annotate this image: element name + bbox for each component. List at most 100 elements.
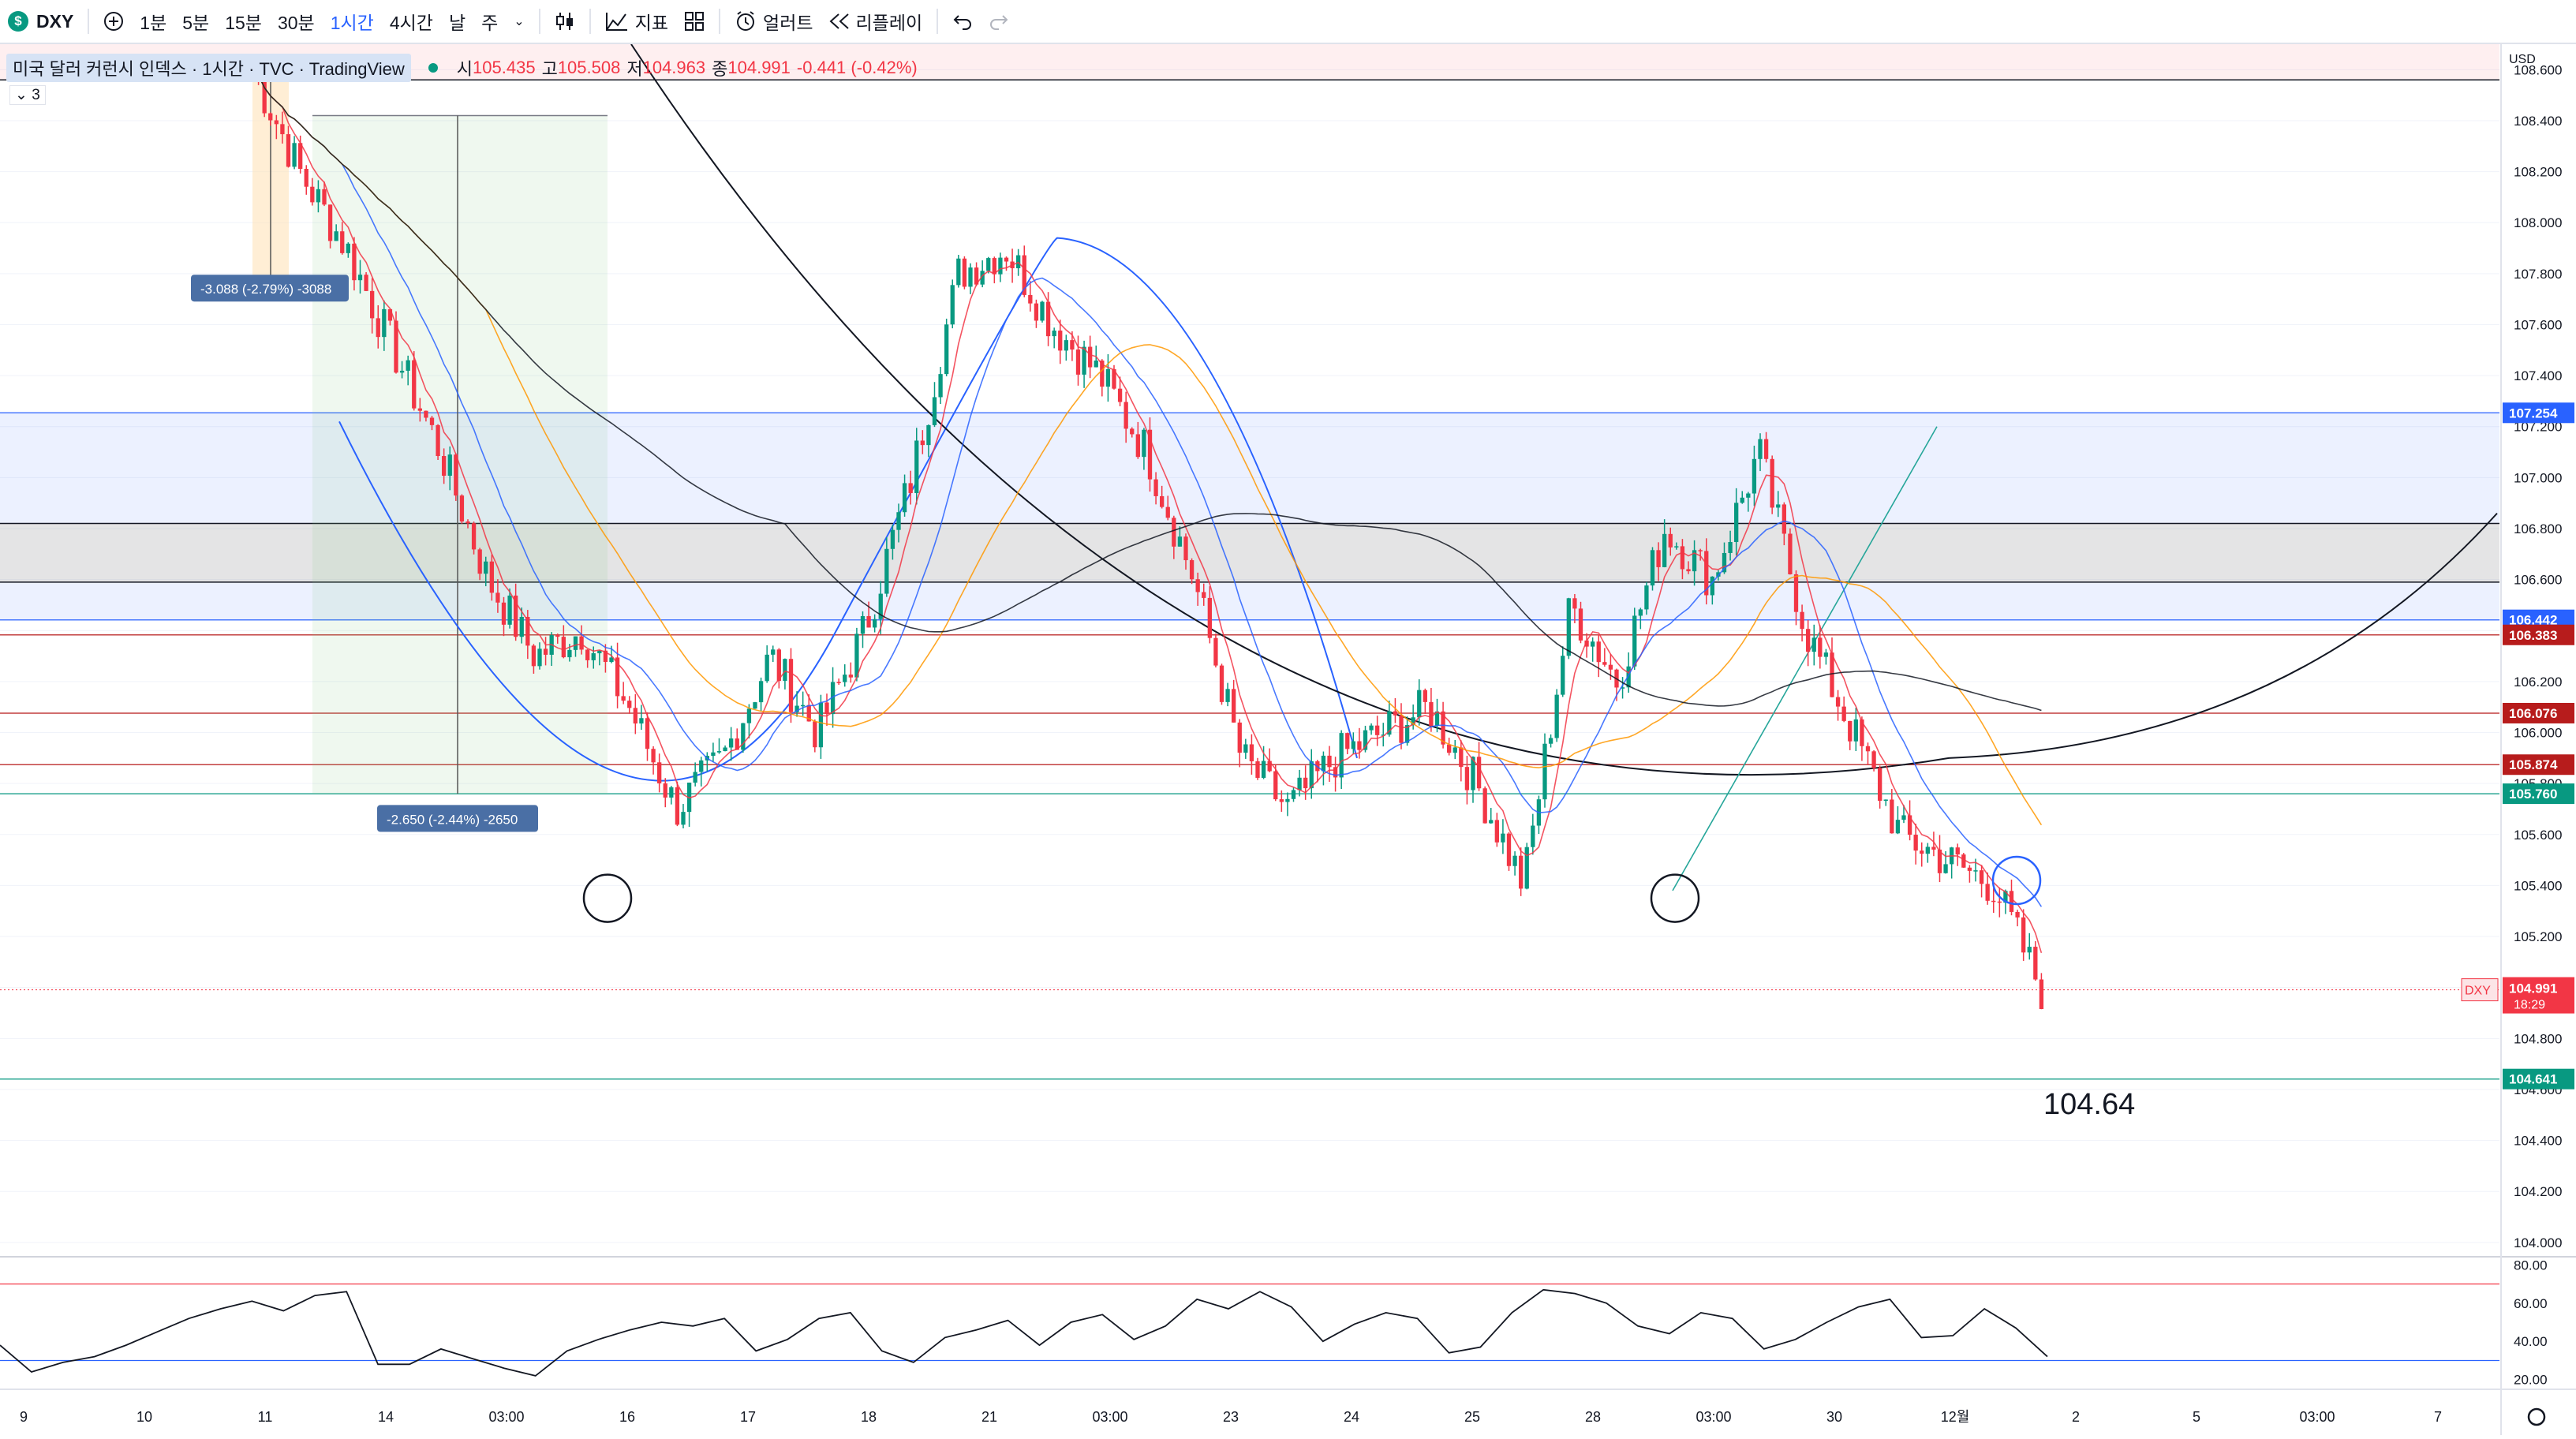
candle-body (477, 549, 482, 574)
candle-body (465, 521, 470, 524)
candle-body (1878, 768, 1882, 802)
interval-dropdown[interactable]: ⌄ (506, 0, 532, 43)
y-tick-label: 108.000 (2514, 215, 2562, 230)
symbol-search[interactable]: $ DXY (0, 0, 81, 43)
candle-body (729, 738, 734, 748)
measure-box-green (312, 115, 608, 794)
candle-body (1064, 340, 1068, 351)
interval-1h[interactable]: 1시간 (330, 13, 374, 33)
candle-body (1207, 597, 1212, 638)
indicators-button[interactable]: 지표 (597, 0, 676, 43)
replay-button[interactable]: 리플레이 (821, 0, 931, 43)
x-tick-label: 03:00 (488, 1409, 524, 1425)
candle-body (1225, 689, 1230, 702)
chevron-down-icon: ⌄ (514, 15, 525, 28)
legend-high: 105.508 (557, 58, 621, 77)
toolbar-divider (88, 9, 90, 34)
candle-body (723, 747, 727, 752)
candle-body (1303, 777, 1308, 789)
layout-button[interactable] (676, 0, 712, 43)
redo-icon (990, 15, 1008, 30)
candle-body (1100, 361, 1105, 387)
candle-body (1369, 725, 1374, 731)
interval-15m[interactable]: 15분 (225, 13, 262, 33)
candle-body (758, 681, 764, 703)
candle-body (286, 134, 291, 167)
candle-body (1237, 722, 1242, 753)
level-price-label: 106.383 (2509, 628, 2557, 643)
trend-line (1672, 426, 1938, 891)
indicator-collapse-toggle[interactable]: ⌄ 3 (9, 85, 46, 105)
candle-body (980, 271, 985, 285)
candle-body (447, 454, 452, 477)
candle-body (1943, 864, 1948, 873)
candle-body (1297, 777, 1302, 791)
candle-body (1327, 755, 1332, 768)
legend-low: 104.963 (642, 58, 706, 77)
candle-body (932, 397, 937, 425)
candle-body (675, 787, 680, 825)
candle-body (603, 650, 608, 663)
candle-body (645, 718, 650, 749)
interval-day[interactable]: 날 (448, 13, 466, 33)
add-symbol-button[interactable] (95, 0, 132, 43)
y-tick-label: 107.800 (2514, 267, 2562, 282)
interval-30m[interactable]: 30분 (277, 13, 315, 33)
legend-title[interactable]: 미국 달러 커런시 인덱스 · 1시간 · TVC · TradingView (6, 54, 411, 82)
x-tick-label: 10 (136, 1409, 152, 1425)
candle-body (1788, 533, 1793, 574)
redo-button[interactable] (981, 0, 1017, 43)
candle-body (813, 721, 817, 748)
measure-label: -2.650 (-2.44%) -2650 (387, 812, 518, 827)
level-price-label: 106.076 (2509, 706, 2557, 721)
candle-body (615, 657, 620, 697)
candle-body (2027, 947, 2032, 953)
alerts-button[interactable]: 얼러트 (727, 0, 821, 43)
candle-body (1213, 637, 1218, 666)
indicator-count: 3 (32, 87, 40, 103)
candle-body (1668, 533, 1673, 548)
toolbar-divider (538, 9, 540, 34)
measure-label-bg (377, 805, 538, 832)
candle-body (938, 374, 943, 398)
x-tick-label: 24 (1344, 1409, 1359, 1425)
candle-body (1464, 767, 1470, 791)
candle-body (1088, 346, 1093, 368)
candle-body (1417, 690, 1422, 718)
interval-week[interactable]: 주 (481, 13, 499, 33)
candle-body (1082, 346, 1086, 375)
candle-body (1142, 429, 1146, 458)
candle-body (1865, 746, 1871, 752)
candle-body (657, 762, 662, 783)
candle-body (1853, 719, 1858, 742)
legend-close-label: 종 (712, 59, 728, 79)
x-tick-label: 5 (2193, 1409, 2200, 1425)
candle-body (896, 512, 901, 530)
candle-body (1105, 368, 1111, 387)
interval-1m[interactable]: 1분 (140, 13, 167, 33)
y-tick-label: 107.400 (2514, 368, 2562, 383)
toolbar-divider (719, 9, 721, 34)
chart-area[interactable]: -3.088 (-2.79%) -3088 -2.650 (-2.44%) -26… (0, 43, 2576, 1435)
current-price-label: 104.991 (2509, 981, 2557, 996)
candle-body (1913, 835, 1918, 851)
settings-gear-icon[interactable] (2527, 1407, 2546, 1426)
candle-body (1357, 741, 1362, 750)
undo-button[interactable] (944, 0, 981, 43)
candle-body (1584, 640, 1589, 647)
legend-open-label: 시 (456, 59, 473, 79)
candle-body (1548, 738, 1553, 744)
top-zone (0, 44, 2499, 80)
candle-body (1028, 294, 1033, 304)
candle-body (1321, 755, 1326, 772)
level-price-tag (2503, 702, 2574, 723)
interval-5m[interactable]: 5분 (182, 13, 210, 33)
candle-body (591, 653, 596, 660)
candle-body (974, 267, 979, 285)
interval-4h[interactable]: 4시간 (389, 13, 433, 33)
price-chart[interactable]: -3.088 (-2.79%) -3088 -2.650 (-2.44%) -26… (0, 43, 2576, 1435)
candle-body (1339, 733, 1344, 778)
candle-body (1075, 349, 1081, 375)
level-price-tag (2503, 624, 2574, 645)
chart-type-button[interactable] (547, 0, 583, 43)
